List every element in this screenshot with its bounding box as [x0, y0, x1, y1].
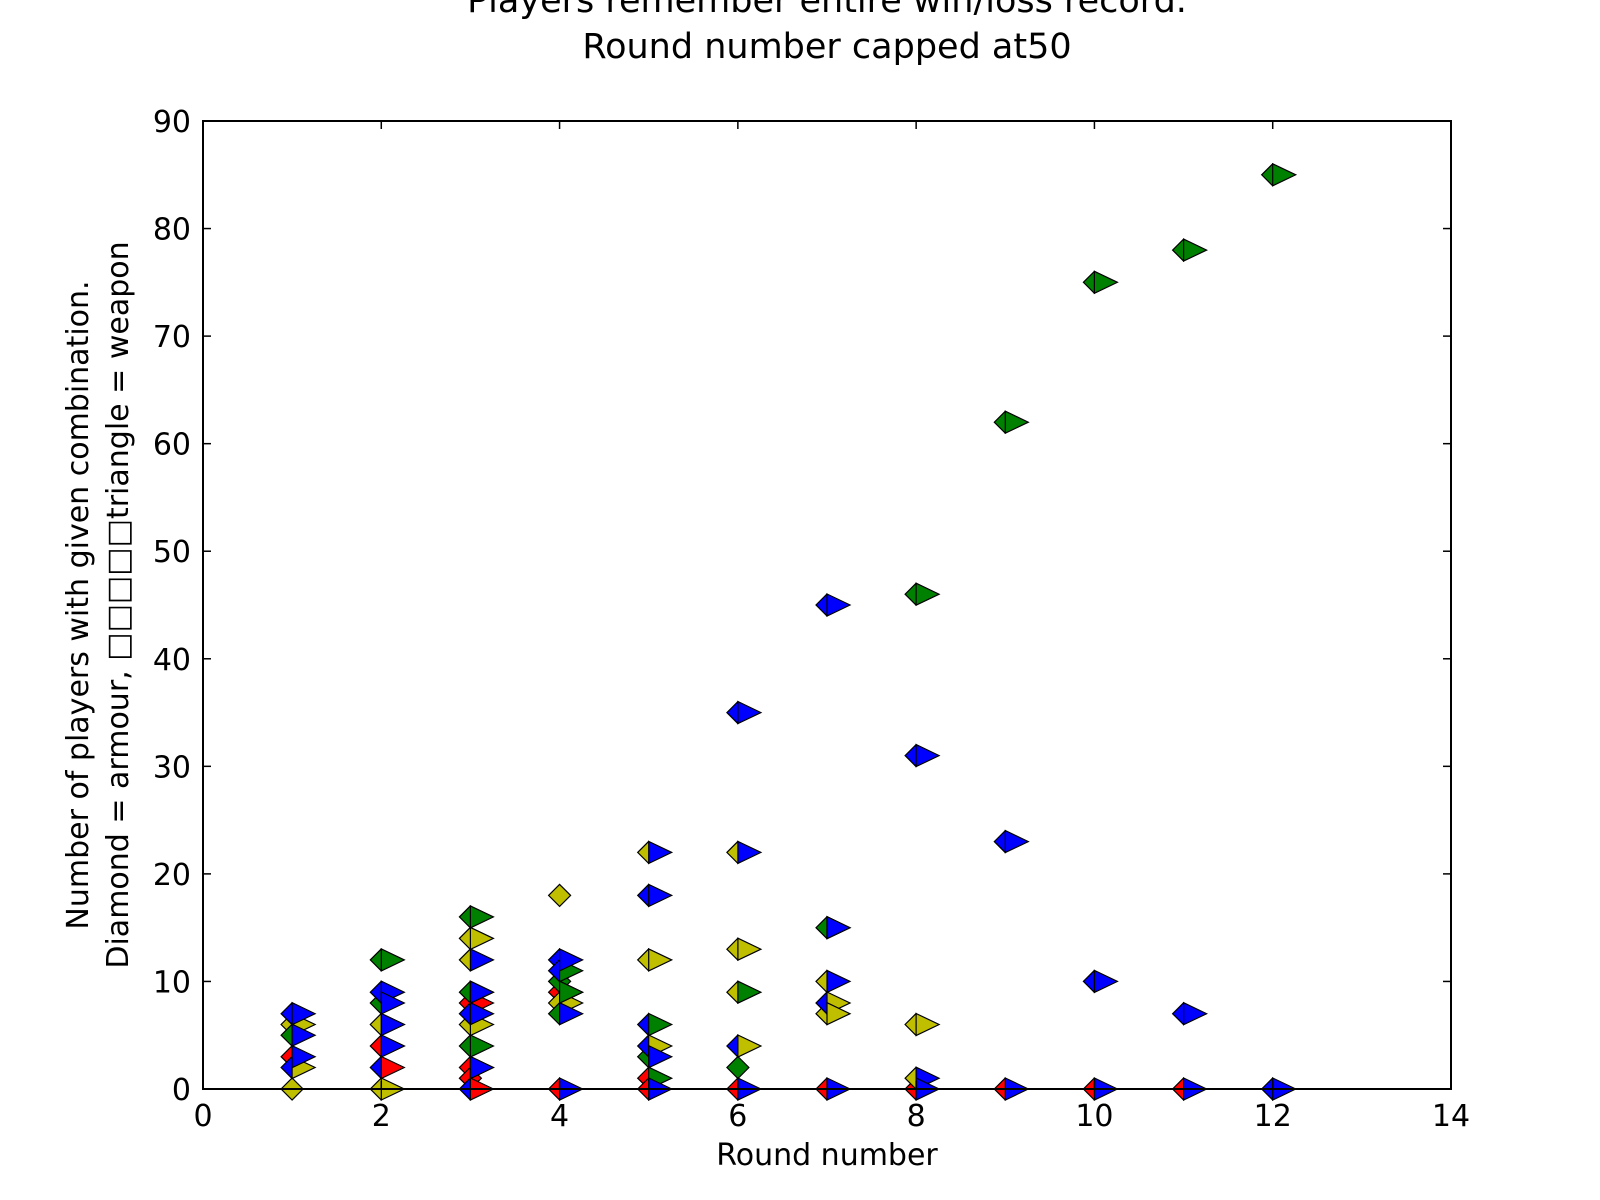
x-tick-label: 4 [550, 1099, 569, 1134]
blue-triangle-marker [469, 947, 495, 972]
blue-triangle-marker [291, 1001, 317, 1026]
blue-triangle-marker [826, 915, 852, 940]
yellow-triangle-marker [826, 1001, 852, 1026]
blue-triangle-marker [558, 947, 584, 972]
green-triangle-marker [558, 980, 584, 1005]
x-tick-label: 0 [193, 1099, 212, 1134]
yellow-triangle-marker [648, 947, 674, 972]
y-tick-label: 70 [153, 320, 191, 355]
blue-triangle-marker [737, 840, 763, 865]
green-triangle-marker [380, 947, 406, 972]
blue-triangle-marker [915, 743, 941, 768]
x-tick-label: 2 [372, 1099, 391, 1134]
x-axis-label: Round number [716, 1138, 938, 1173]
blue-triangle-marker [291, 1023, 317, 1048]
green-triangle-marker [1004, 410, 1030, 435]
blue-triangle-marker [469, 1001, 495, 1026]
blue-triangle-marker [737, 700, 763, 725]
blue-triangle-marker [291, 1044, 317, 1069]
y-tick-label: 10 [153, 965, 191, 1000]
blue-triangle-marker [469, 1055, 495, 1080]
chart-title-line-2: Round number capped at50 [582, 27, 1071, 67]
green-diamond-marker [726, 1055, 750, 1080]
yellow-triangle-marker [737, 937, 763, 962]
green-triangle-marker [737, 980, 763, 1005]
blue-triangle-marker [380, 1034, 406, 1058]
blue-triangle-marker [1004, 829, 1030, 854]
yellow-triangle-marker [737, 1034, 763, 1058]
yellow-diamond-marker [547, 883, 572, 908]
y-tick-label: 80 [153, 213, 191, 248]
blue-triangle-marker [380, 991, 406, 1015]
green-triangle-marker [648, 1012, 674, 1037]
plot-frame [202, 120, 1452, 1090]
chart-title-line-1: Players remember entire win/loss record. [467, 0, 1187, 21]
x-tick-label: 12 [1254, 1099, 1292, 1134]
y-axis: 0 10 20 30 40 50 60 70 80 90 [153, 105, 1451, 1108]
y-tick-label: 50 [153, 535, 191, 570]
blue-triangle-marker [648, 1044, 674, 1069]
markers-layer [280, 162, 1298, 1101]
y-tick-label: 30 [153, 750, 191, 785]
yellow-triangle-marker [469, 926, 495, 951]
green-triangle-marker [469, 904, 495, 929]
yellow-triangle-marker [915, 1012, 941, 1037]
x-tick-label: 14 [1432, 1099, 1470, 1134]
blue-triangle-marker [469, 980, 495, 1005]
x-tick-label: 8 [907, 1099, 926, 1134]
y-tick-label: 60 [153, 428, 191, 463]
blue-triangle-marker [648, 840, 674, 865]
green-triangle-marker [1182, 238, 1208, 263]
green-triangle-marker [915, 582, 941, 607]
green-triangle-marker [1272, 162, 1298, 187]
x-tick-label: 6 [728, 1099, 747, 1134]
red-triangle-marker [380, 1055, 406, 1080]
blue-triangle-marker [648, 883, 674, 908]
blue-triangle-marker [558, 1001, 584, 1026]
y-axis-label-line-1: Number of players with given combination… [61, 280, 96, 929]
y-axis-label-line-2: Diamond = armour, □□□□□triangle = weapon [101, 241, 136, 968]
x-tick-label: 10 [1075, 1099, 1113, 1134]
y-tick-label: 90 [153, 105, 191, 140]
y-tick-label: 0 [172, 1073, 191, 1108]
blue-triangle-marker [826, 593, 852, 617]
blue-triangle-marker [826, 969, 852, 994]
blue-triangle-marker [1093, 969, 1119, 994]
y-tick-label: 20 [153, 858, 191, 893]
green-triangle-marker [1093, 270, 1119, 295]
blue-triangle-marker [380, 1012, 406, 1037]
blue-triangle-marker [1182, 1001, 1208, 1026]
x-axis: 0 2 4 6 8 10 12 14 [193, 121, 1470, 1134]
y-tick-label: 40 [153, 643, 191, 678]
green-triangle-marker [469, 1034, 495, 1058]
